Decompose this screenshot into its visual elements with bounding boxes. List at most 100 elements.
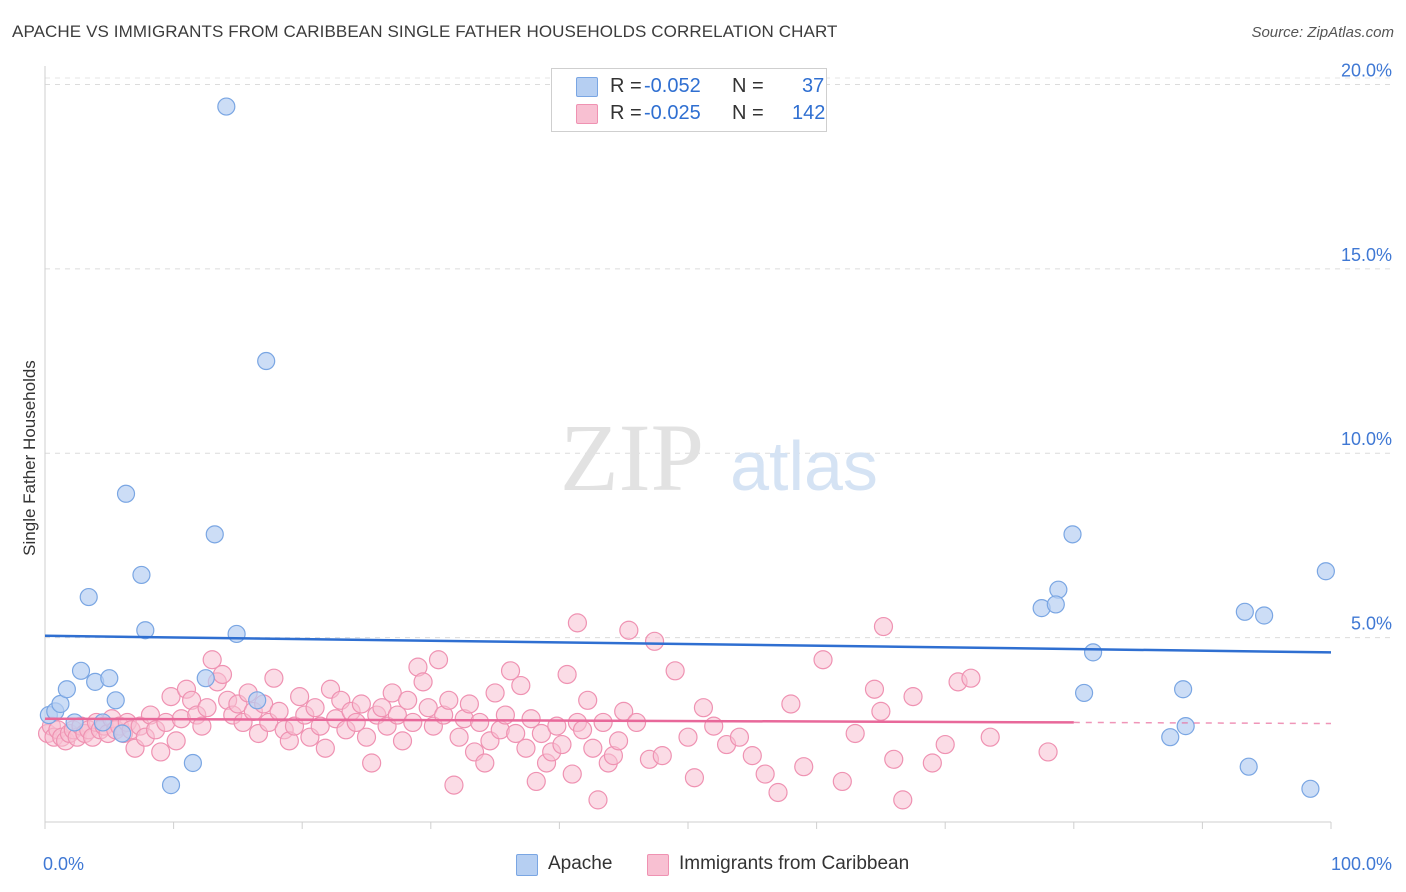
caribbean-point [572, 720, 593, 740]
caribbean-point [873, 616, 894, 637]
caribbean-point [1038, 742, 1058, 762]
apache-swatch [576, 77, 598, 97]
caribbean-point [459, 694, 479, 714]
caribbean-point [531, 723, 551, 744]
caribbean-point [526, 771, 546, 792]
legend-label-apache: Apache [548, 853, 613, 874]
watermark-zip: ZIP [560, 404, 704, 511]
caribbean-point [678, 727, 698, 747]
caribbean-point [439, 690, 459, 710]
caribbean-point [192, 716, 212, 736]
caribbean-point [884, 749, 904, 769]
apache-point [1074, 683, 1094, 703]
caribbean-point [470, 712, 490, 733]
caribbean-point [362, 753, 382, 773]
correlation-legend: R = -0.052 N = 37 R = -0.025 N = 142 [551, 68, 827, 132]
n-label: N = [732, 75, 764, 97]
axes [44, 66, 1332, 829]
caribbean-point [893, 790, 913, 810]
y-tick-label: 5.0% [1351, 614, 1392, 634]
caribbean-point [755, 764, 775, 784]
apache-point [136, 621, 155, 640]
caribbean-point [704, 716, 724, 736]
caribbean-point [166, 731, 186, 751]
apache-point [132, 565, 151, 585]
apache-point [257, 351, 276, 371]
caribbean-point [403, 712, 423, 733]
caribbean-point [768, 782, 788, 803]
caribbean-point [903, 687, 923, 707]
apache-point [1049, 580, 1068, 599]
y-tick-label: 20.0% [1341, 60, 1392, 80]
caribbean-point [619, 620, 639, 640]
caribbean-point [935, 734, 955, 755]
watermark-atlas: atlas [730, 427, 878, 505]
trendlines [44, 634, 1332, 725]
caribbean-point [626, 712, 647, 733]
caribbean-point [781, 694, 801, 714]
apache-point [65, 713, 84, 732]
caribbean-point [398, 690, 418, 710]
caribbean-point [516, 738, 536, 758]
caribbean-point [413, 672, 433, 692]
apache-point [106, 691, 125, 710]
tick-labels: 5.0% 10.0% 15.0% 20.0% 0.0% 100.0% [43, 60, 1392, 874]
caribbean-point [588, 790, 608, 810]
caribbean-point [511, 675, 531, 696]
n-label: N = [732, 102, 764, 124]
source-credit: Source: ZipAtlas.com [1251, 24, 1394, 41]
apache-point [1046, 595, 1065, 614]
caribbean-point [521, 709, 541, 729]
caribbean-point [813, 650, 833, 670]
apache-point [196, 669, 215, 688]
y-tick-label: 15.0% [1341, 245, 1392, 265]
caribbean-point [864, 679, 885, 699]
apache-point [1161, 728, 1180, 747]
caribbean-swatch [576, 104, 598, 124]
caribbean-point [562, 764, 582, 784]
apache-point [116, 484, 136, 503]
apache-point [1316, 562, 1335, 581]
caribbean-point [583, 738, 603, 758]
caribbean-point [608, 731, 629, 751]
caribbean-point [652, 746, 672, 766]
apache-point [183, 753, 202, 773]
r-value: -0.025 [644, 102, 701, 124]
apache-point [205, 525, 224, 544]
apache-point [1176, 717, 1195, 736]
caribbean-point [557, 664, 577, 685]
caribbean-point [310, 716, 330, 736]
caribbean-point [315, 738, 335, 758]
caribbean-point [794, 757, 814, 777]
apache-point [93, 713, 112, 732]
apache-point [1235, 602, 1254, 621]
r-label: R = [610, 102, 642, 124]
apache-point [71, 661, 91, 680]
apache-point [113, 724, 132, 743]
caribbean-point [351, 694, 371, 714]
caribbean-point [552, 734, 572, 755]
caribbean-point [871, 701, 891, 721]
apache-point [227, 624, 246, 644]
caribbean-point [684, 768, 705, 788]
caribbean-point [392, 731, 413, 751]
zipatlas-watermark: ZIP atlas [560, 404, 878, 511]
caribbean-point [444, 775, 464, 795]
caribbean-point [264, 668, 284, 688]
caribbean-point [212, 664, 233, 685]
apache-point [1239, 757, 1258, 776]
caribbean-point [197, 698, 217, 718]
apache-point [248, 691, 267, 710]
caribbean-point [269, 701, 289, 721]
apache-point [1174, 680, 1193, 699]
r-value: -0.052 [644, 75, 701, 97]
caribbean-point [578, 690, 598, 710]
caribbean-point [151, 742, 171, 762]
apache-point [1301, 779, 1320, 798]
caribbean-point [346, 712, 366, 733]
apache-trendline [44, 634, 1332, 654]
apache-point [57, 680, 76, 699]
n-value: 142 [792, 102, 826, 124]
r-label: R = [610, 75, 642, 97]
